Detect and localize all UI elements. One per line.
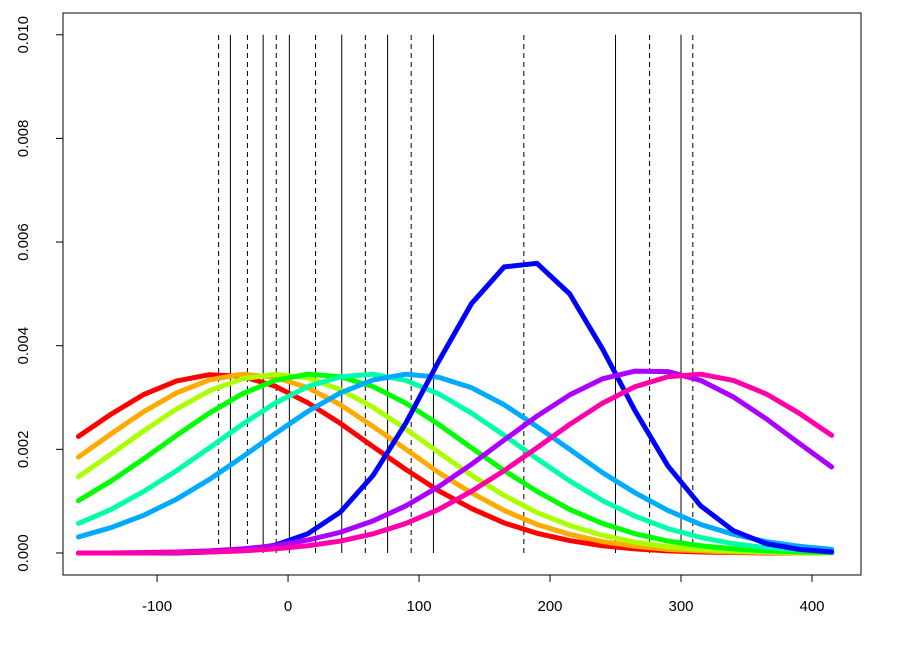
x-tick-label: -100 [142,598,172,615]
density-curve [75,371,835,556]
plot-frame [62,12,862,576]
density-curve [75,371,835,554]
x-tick-label: 200 [538,598,563,615]
y-tick-label: 0.002 [15,431,32,469]
density-curve [75,371,835,552]
y-tick-label: 0.004 [15,327,32,365]
density-curve [75,260,835,556]
density-curve [75,371,835,555]
y-tick-label: 0.010 [15,16,32,54]
y-tick-label: 0.000 [15,534,32,572]
y-tick-label: 0.006 [15,223,32,261]
x-tick-label: 100 [407,598,432,615]
y-tick-label: 0.008 [15,120,32,158]
x-tick-label: 400 [799,598,824,615]
x-tick-label: 300 [669,598,694,615]
density-curve [75,371,835,556]
x-tick-label: 0 [284,598,292,615]
